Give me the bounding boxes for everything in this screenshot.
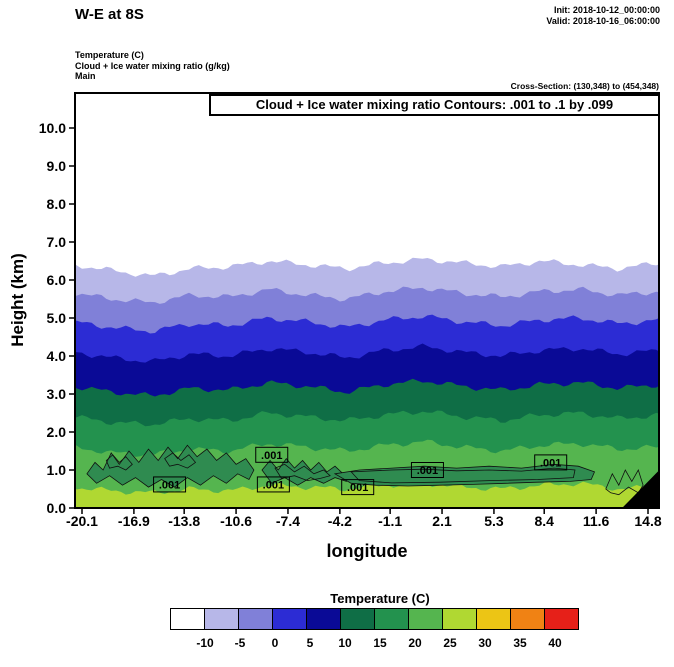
init-time: Init: 2018-10-12_00:00:00 <box>553 5 660 15</box>
svg-text:.001: .001 <box>347 482 368 494</box>
x-tick-label: -7.4 <box>275 513 301 529</box>
colorbar-cell <box>442 608 477 630</box>
contour-label: .001 <box>256 476 290 493</box>
colorbar-tick-label: 15 <box>373 636 387 650</box>
colorbar-tick-label: 5 <box>306 636 314 650</box>
svg-text:.001: .001 <box>263 479 284 491</box>
contour-label: .001 <box>410 462 444 478</box>
y-tick-label: 7.0 <box>46 234 66 250</box>
colorbar-tick-label: 10 <box>338 636 352 650</box>
colorbar-cell <box>510 608 545 630</box>
svg-text:.001: .001 <box>159 479 180 491</box>
y-tick-label: 0.0 <box>46 500 66 516</box>
terrain <box>622 470 659 508</box>
valid-time: Valid: 2018-10-16_06:00:00 <box>546 16 660 26</box>
svg-text:.001: .001 <box>540 457 561 469</box>
colorbar-tick-label: 0 <box>271 636 279 650</box>
cloud-contour <box>105 454 133 471</box>
colorbar-tick-label: -10 <box>196 636 214 650</box>
colorbar-cell <box>340 608 375 630</box>
x-axis-label: longitude <box>326 541 408 561</box>
x-tick-label: 5.3 <box>484 513 504 529</box>
colorbar-cell <box>272 608 307 630</box>
contour-note: Cloud + Ice water mixing ratio Contours:… <box>209 94 660 116</box>
field-main: Main <box>75 71 96 81</box>
x-tick-label: -16.9 <box>117 513 150 529</box>
colorbar-cell <box>238 608 273 630</box>
cloud-contour <box>164 452 197 469</box>
colorbar-cell <box>544 608 579 630</box>
cloud-contour <box>274 463 331 482</box>
contour-label: .001 <box>153 476 187 493</box>
field-list: Temperature (C) Cloud + Ice water mixing… <box>75 50 230 82</box>
x-tick-label: -13.8 <box>168 513 201 529</box>
x-tick-label: 11.6 <box>582 513 610 529</box>
cross-section-coords: Cross-Section: (130,348) to (454,348) <box>510 81 659 91</box>
x-tick-label: 2.1 <box>432 513 452 529</box>
y-tick-label: 10.0 <box>38 120 66 136</box>
colorbar-tick-label: 35 <box>513 636 527 650</box>
run-times: Init: 2018-10-12_00:00:00 Valid: 2018-10… <box>546 5 660 27</box>
colorbar-cell <box>374 608 409 630</box>
colorbar-tick-label: 25 <box>443 636 457 650</box>
x-tick-label: -4.2 <box>327 513 352 529</box>
colorbar-tick-label: -5 <box>234 636 246 650</box>
cloud-contour <box>605 469 644 496</box>
colorbar-cell <box>204 608 239 630</box>
colorbar-cell <box>476 608 511 630</box>
cloud-contour <box>350 467 576 484</box>
y-tick-label: 4.0 <box>46 348 66 364</box>
y-tick-label: 6.0 <box>46 272 66 288</box>
field-cloud-ice: Cloud + Ice water mixing ratio (g/kg) <box>75 60 230 71</box>
colorbar <box>170 608 579 630</box>
contour-label: .001 <box>341 479 375 496</box>
colorbar-cell <box>408 608 443 630</box>
y-tick-label: 5.0 <box>46 310 66 326</box>
colorbar-tick-label: 20 <box>408 636 422 650</box>
colorbar-title: Temperature (C) <box>330 591 430 606</box>
x-tick-label: -10.6 <box>220 513 253 529</box>
field-temperature: Temperature (C) <box>75 50 144 60</box>
x-tick-label: 8.4 <box>534 513 554 529</box>
plot-area <box>75 257 659 508</box>
colorbar-tick-label: 40 <box>548 636 562 650</box>
colorbar-cell <box>170 608 205 630</box>
colorbar-tick-label: 30 <box>478 636 492 650</box>
svg-text:.001: .001 <box>261 450 282 462</box>
svg-text:.001: .001 <box>417 465 438 477</box>
contour-label: .001 <box>534 454 568 471</box>
plot-border <box>74 92 660 509</box>
y-tick-label: 9.0 <box>46 158 66 174</box>
y-tick-label: 8.0 <box>46 196 66 212</box>
contour-label: .001 <box>255 446 289 463</box>
x-tick-label: -20.1 <box>66 513 98 529</box>
y-tick-label: 1.0 <box>46 462 66 478</box>
x-tick-label: -1.1 <box>378 513 403 529</box>
colorbar-cell <box>306 608 341 630</box>
y-tick-label: 3.0 <box>46 386 66 402</box>
x-tick-label: 14.8 <box>634 513 662 529</box>
page-title: W-E at 8S <box>75 6 144 23</box>
y-tick-label: 2.0 <box>46 424 66 440</box>
